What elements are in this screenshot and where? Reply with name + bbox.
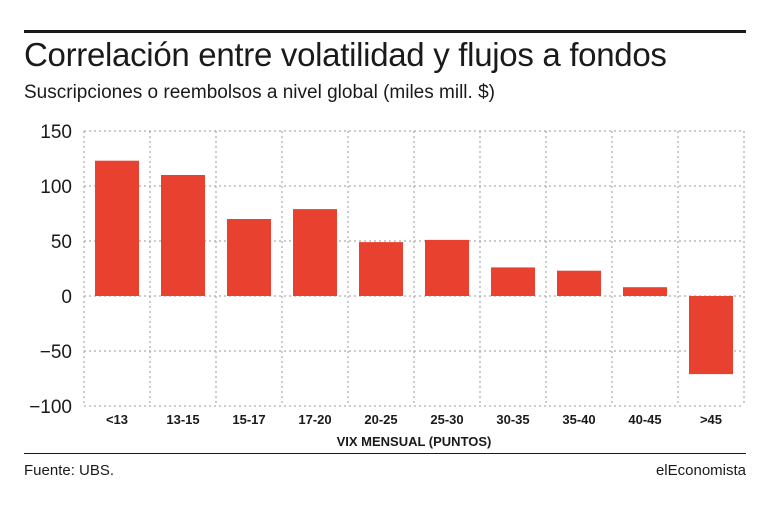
x-tick-label: 17-20 [298,412,331,427]
chart-title: Correlación entre volatilidad y flujos a… [24,36,667,73]
bottom-rule [24,453,746,454]
chart-subtitle: Suscripciones o reembolsos a nivel globa… [24,82,495,103]
bar [623,287,667,296]
source-note: Fuente: UBS. [24,462,115,479]
x-tick-label: 20-25 [364,412,397,427]
bar [95,160,139,296]
brand-logo-text: elEconomista [655,462,746,479]
bar [227,219,271,296]
bar [689,296,733,375]
bar [161,175,205,296]
y-tick-label: 150 [40,122,72,143]
x-tick-label: 13-15 [166,412,199,427]
x-tick-label: 40-45 [628,412,661,427]
x-tick-label: 30-35 [496,412,529,427]
x-tick-label: >45 [700,412,722,427]
x-tick-label: 35-40 [562,412,595,427]
bar [491,267,535,296]
y-tick-label: 100 [40,177,72,198]
y-tick-label: 0 [61,287,72,308]
bar [293,209,337,296]
x-tick-label: 15-17 [232,412,265,427]
y-tick-label: 50 [51,232,72,253]
x-tick-label: 25-30 [430,412,463,427]
top-rule [24,30,746,33]
x-axis-label: VIX MENSUAL (PUNTOS) [337,434,492,449]
bar [359,242,403,296]
bar [425,239,469,296]
y-tick-label: −50 [40,342,72,363]
bar [557,270,601,296]
x-tick-label: <13 [106,412,128,427]
y-tick-label: −100 [29,397,72,418]
